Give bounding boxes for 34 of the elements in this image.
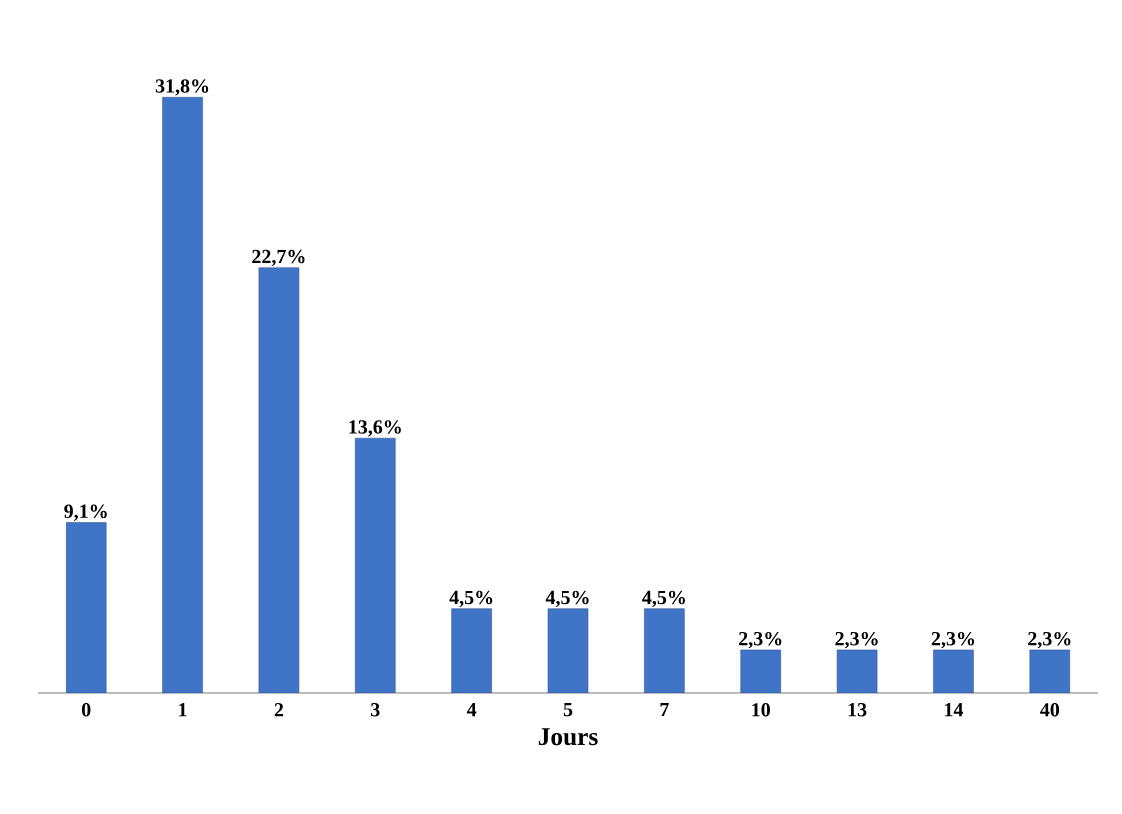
bar bbox=[1029, 649, 1071, 693]
x-tick-label: 5 bbox=[563, 703, 573, 717]
data-label: 13,6% bbox=[349, 420, 401, 437]
x-tick-label: 14 bbox=[945, 703, 964, 717]
bar bbox=[355, 437, 396, 693]
x-tick-label: 1 bbox=[179, 703, 187, 717]
bar bbox=[547, 608, 589, 693]
data-label: 9,1% bbox=[64, 504, 107, 521]
x-tick-label: 7 bbox=[660, 703, 669, 717]
data-label: 2,3% bbox=[835, 631, 878, 649]
x-tick-label: 10 bbox=[752, 703, 770, 717]
data-label: 2,3% bbox=[1028, 631, 1071, 649]
data-label: 4,5% bbox=[449, 590, 493, 608]
data-label: 2,3% bbox=[739, 631, 782, 649]
bar bbox=[740, 649, 781, 693]
data-label: 31,8% bbox=[155, 79, 209, 96]
data-label: 4,5% bbox=[545, 590, 589, 608]
x-tick-label: 0 bbox=[81, 703, 91, 717]
bar bbox=[836, 649, 878, 693]
bar bbox=[451, 608, 492, 693]
x-tick-label: 13 bbox=[848, 703, 867, 717]
x-axis-title: Jours bbox=[538, 728, 598, 746]
x-tick-label: 4 bbox=[466, 703, 477, 717]
data-label: 4,5% bbox=[642, 590, 685, 608]
bar bbox=[162, 96, 203, 693]
x-tick-label: 2 bbox=[274, 703, 284, 717]
bar bbox=[644, 608, 685, 693]
data-label: 22,7% bbox=[252, 249, 305, 267]
bar bbox=[65, 522, 107, 693]
x-tick-label: 40 bbox=[1040, 703, 1060, 717]
bar bbox=[933, 649, 974, 693]
bar bbox=[258, 267, 300, 693]
x-tick-label: 3 bbox=[371, 703, 380, 717]
data-label: 2,3% bbox=[931, 631, 975, 649]
